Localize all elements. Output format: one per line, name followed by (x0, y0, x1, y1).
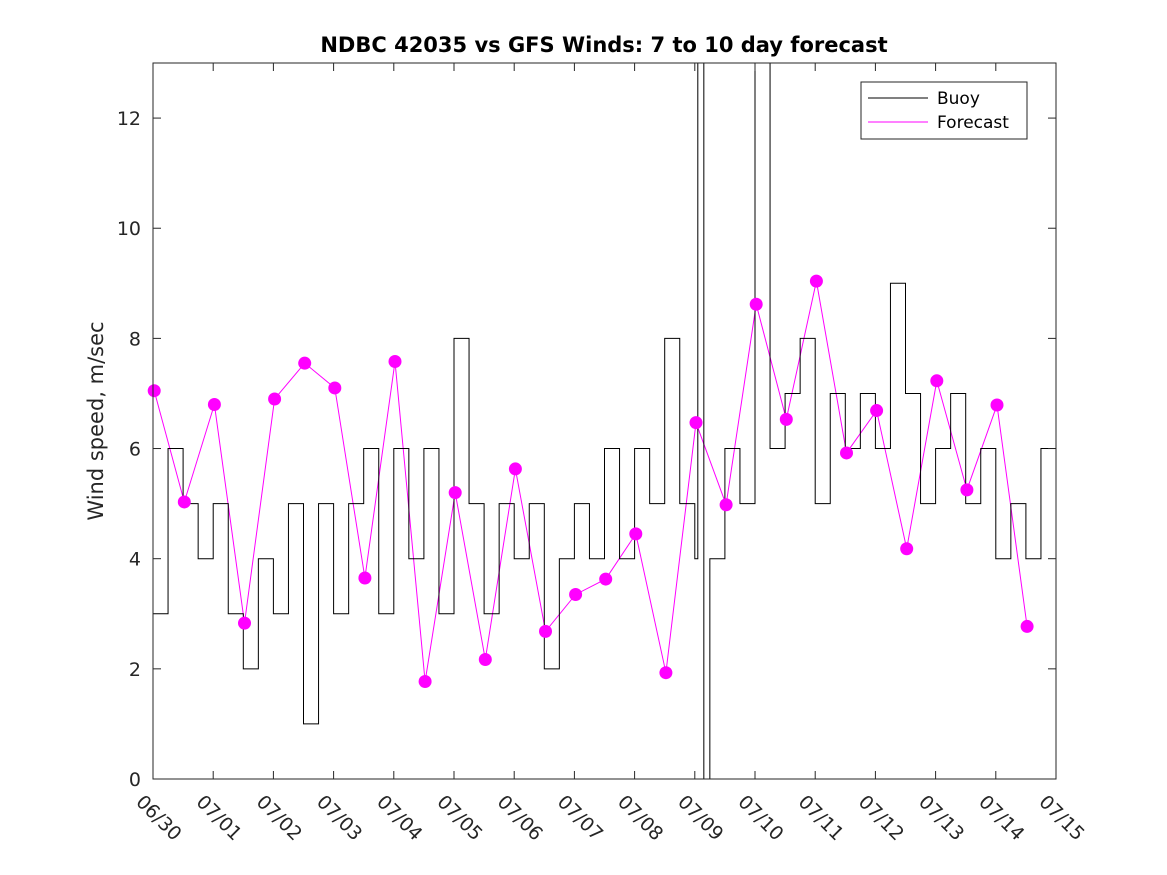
forecast-point (298, 356, 312, 370)
y-tick-label: 8 (129, 328, 141, 350)
forecast-point (990, 398, 1004, 412)
forecast-points (147, 274, 1034, 689)
y-tick-label: 6 (129, 439, 141, 461)
y-axis-label: Wind speed, m/sec (84, 321, 108, 520)
forecast-point (960, 483, 974, 497)
y-axis: 0 2 4 6 8 10 12 (117, 108, 1056, 791)
forecast-point (508, 462, 522, 476)
forecast-point (1020, 619, 1034, 633)
y-tick-label: 12 (117, 108, 141, 130)
forecast-point (268, 392, 282, 406)
forecast-point (840, 446, 854, 460)
forecast-point (478, 652, 492, 666)
forecast-point (659, 666, 673, 680)
legend-forecast-label: Forecast (937, 113, 1009, 133)
plot-area: 06/30 07/01 07/02 07/03 07/04 07/05 07/06 07/07… (117, 62, 1089, 845)
legend-buoy-label: Buoy (937, 89, 980, 109)
forecast-point (238, 616, 252, 630)
forecast-point (358, 571, 372, 585)
y-tick-label: 2 (129, 659, 141, 681)
forecast-point (629, 527, 643, 541)
forecast-point (930, 374, 944, 388)
forecast-point (900, 542, 914, 556)
forecast-point (539, 624, 553, 638)
forecast-point (719, 498, 733, 512)
forecast-point (689, 416, 703, 430)
forecast-series (153, 280, 1028, 682)
plot-frame (152, 62, 1057, 780)
forecast-point (147, 384, 161, 398)
forecast-point (418, 675, 432, 689)
forecast-line (153, 280, 1028, 682)
buoy-line (153, 62, 1057, 780)
forecast-point (749, 297, 763, 311)
forecast-point (809, 274, 823, 288)
forecast-point (599, 572, 613, 586)
legend: Buoy Forecast (860, 81, 1028, 140)
buoy-series (153, 62, 1057, 780)
y-tick-label: 4 (129, 549, 141, 571)
forecast-point (448, 486, 462, 500)
forecast-point (779, 412, 793, 426)
forecast-point (569, 587, 583, 601)
forecast-point (328, 381, 342, 395)
chart-title: NDBC 42035 vs GFS Winds: 7 to 10 day for… (320, 33, 887, 57)
forecast-point (207, 397, 221, 411)
y-tick-label: 0 (129, 769, 141, 791)
legend-box (860, 81, 1028, 140)
y-tick-label: 10 (117, 218, 141, 240)
forecast-point (388, 355, 402, 369)
forecast-point (870, 404, 884, 418)
forecast-point (177, 495, 191, 509)
